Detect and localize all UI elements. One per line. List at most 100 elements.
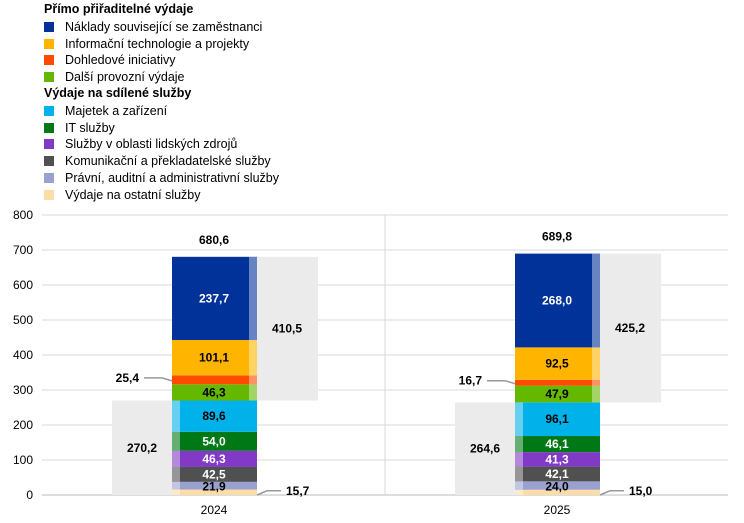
- bar-segment: [515, 253, 600, 348]
- bar-segment-stripe: [592, 385, 600, 403]
- bar-segment: [515, 402, 600, 437]
- y-tick-label: 100: [13, 453, 33, 467]
- legend-label: Komunikační a překladatelské služby: [65, 154, 271, 169]
- legend-swatch: [44, 173, 54, 183]
- legend-label: Další provozní výdaje: [65, 70, 185, 85]
- direct-total-label: 410,5: [272, 322, 302, 336]
- bar-segment-stripe: [172, 481, 180, 490]
- bar-segment-stripe: [172, 489, 180, 495]
- bar-segment-stripe: [172, 466, 180, 482]
- data-label: 54,0: [202, 434, 226, 448]
- y-tick-label: 500: [13, 313, 33, 327]
- callout-line: [256, 490, 281, 496]
- legend-swatch: [44, 55, 54, 66]
- data-label: 46,3: [202, 385, 226, 399]
- direct-total-box: [257, 256, 318, 401]
- data-label: 42,1: [545, 467, 569, 481]
- bar-segment: [515, 481, 600, 490]
- y-tick-label: 400: [13, 348, 33, 362]
- data-label: 24,0: [545, 480, 569, 494]
- data-label: 25,4: [116, 371, 140, 385]
- legend-label: Dohledové iniciativy: [65, 53, 176, 68]
- data-label: 41,3: [545, 452, 569, 466]
- bar-segment: [515, 379, 600, 386]
- bar-segment-stripe: [515, 452, 523, 467]
- bar-segment: [172, 431, 257, 451]
- y-tick-label: 600: [13, 278, 33, 292]
- grand-total-label: 680,6: [199, 233, 229, 247]
- y-tick-label: 700: [13, 243, 33, 257]
- bar-segment: [172, 466, 257, 482]
- legend-label: Náklady související se zaměstnanci: [65, 19, 263, 34]
- bar-segment-stripe: [515, 466, 523, 482]
- bar-segment: [515, 436, 600, 453]
- bar-segment-stripe: [172, 431, 180, 451]
- bar-segment: [172, 481, 257, 490]
- callout-line: [487, 379, 516, 385]
- data-label: 16,7: [459, 374, 483, 388]
- legend-swatch: [44, 139, 54, 150]
- y-tick-label: 800: [13, 208, 33, 222]
- direct-total-label: 425,2: [615, 321, 645, 335]
- bar-segment: [515, 452, 600, 467]
- bar-segment-stripe: [592, 379, 600, 386]
- bar-segment: [172, 400, 257, 432]
- x-tick-label: 2024: [201, 503, 228, 517]
- bar-segment-stripe: [249, 256, 257, 341]
- legend-swatch: [44, 122, 54, 133]
- shared-total-label: 270,2: [127, 441, 157, 455]
- shared-total-label: 264,6: [470, 442, 500, 456]
- x-tick-label: 2025: [544, 503, 571, 517]
- callout-line: [144, 377, 173, 382]
- data-label: 42,5: [202, 467, 226, 481]
- callout-line: [599, 490, 624, 496]
- bar-segment-stripe: [249, 340, 257, 376]
- legend-group-title: Výdaje na sdílené služby: [44, 86, 192, 100]
- data-label: 89,6: [202, 409, 226, 423]
- legend-swatch: [44, 189, 54, 200]
- data-label: 268,0: [542, 294, 572, 308]
- bar-segment-stripe: [515, 489, 523, 495]
- data-label: 237,7: [199, 291, 229, 305]
- bar-segment-stripe: [515, 436, 523, 453]
- data-label: 47,9: [545, 387, 569, 401]
- bar-segment: [515, 466, 600, 482]
- grand-total-label: 689,8: [542, 230, 572, 244]
- bar-segment-stripe: [249, 375, 257, 385]
- data-label: 96,1: [545, 412, 569, 426]
- legend-group-title: Přímo přiřaditelné výdaje: [44, 2, 194, 16]
- bar-segment-stripe: [172, 450, 180, 467]
- legend-swatch: [44, 105, 54, 116]
- shared-total-box: [455, 402, 515, 495]
- legend-swatch: [44, 72, 54, 83]
- bar-segment: [172, 489, 257, 495]
- legend-label: Majetek a zařízení: [65, 103, 168, 118]
- bar-segment-stripe: [515, 481, 523, 490]
- y-tick-label: 200: [13, 418, 33, 432]
- data-label: 21,9: [202, 480, 226, 494]
- direct-total-box: [600, 253, 661, 403]
- y-tick-label: 300: [13, 383, 33, 397]
- legend-label: Právní, auditní a administrativní služby: [65, 171, 279, 185]
- bar-segment: [172, 384, 257, 401]
- legend-swatch: [44, 38, 54, 49]
- bar-segment: [515, 385, 600, 403]
- data-label: 15,7: [286, 484, 310, 498]
- bar-segment: [172, 375, 257, 385]
- legend-label: Informační technologie a projekty: [65, 36, 250, 51]
- bar-segment: [172, 340, 257, 376]
- bar-segment-stripe: [172, 400, 180, 432]
- data-label: 46,3: [202, 452, 226, 466]
- bar-segment-stripe: [515, 402, 523, 437]
- legend-label: IT služby: [65, 120, 115, 135]
- data-label: 92,5: [545, 357, 569, 371]
- data-label: 15,0: [629, 484, 653, 498]
- bar-segment-stripe: [592, 347, 600, 380]
- legend-swatch: [44, 156, 54, 167]
- bar-segment: [172, 450, 257, 467]
- bar-segment: [172, 256, 257, 341]
- bar-segment-stripe: [249, 384, 257, 401]
- shared-total-box: [112, 400, 172, 495]
